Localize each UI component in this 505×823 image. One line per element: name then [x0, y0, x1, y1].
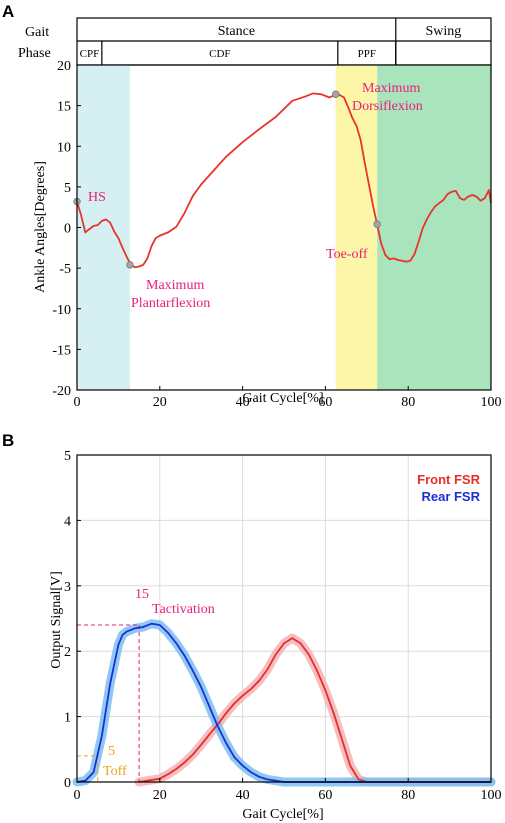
x-tick-label-a-4: 80	[401, 395, 415, 410]
x-tick-label-b-1: 20	[153, 788, 167, 803]
axes-b: 0 20 40 60 80 100 5 4 3 2 1 0	[64, 449, 502, 803]
panel-a-label: A	[2, 2, 14, 21]
gait-phase-header: Stance Swing CPF CDF PPF	[76, 17, 492, 66]
y-tick-label-a-7: -15	[52, 343, 71, 358]
x-tick-label-a-2: 40	[236, 395, 250, 410]
x-tick-label-a-0: 0	[74, 395, 81, 410]
legend-front-fsr: Front FSR	[417, 472, 480, 487]
x-axis-label-a: Gait Cycle[%]	[242, 391, 323, 406]
x-tick-label-b-2: 40	[236, 788, 250, 803]
y-axis-label-b: Output Signal[V]	[49, 571, 64, 669]
t-off-label: Toff	[103, 764, 127, 779]
threshold-guides	[77, 624, 140, 782]
y-tick-label-a-5: -5	[59, 262, 71, 277]
legend-rear-fsr: Rear FSR	[421, 489, 480, 504]
ankle-angle-series	[76, 92, 492, 269]
t-activation-value: 15	[135, 587, 149, 602]
header-top-cell-1: Swing	[425, 24, 461, 39]
axes-a: 0 20 40 60 80 100 20 15 10 5 0 -5 -10 -15 -20	[52, 59, 501, 410]
toe-off-annotation: Toe-off	[326, 247, 368, 262]
x-tick-label-a-1: 20	[153, 395, 167, 410]
gait-phase-label-line1: Gait	[25, 25, 49, 40]
t-off-value: 5	[108, 744, 115, 759]
x-tick-label-a-3: 60	[318, 395, 332, 410]
header-bottom-cell-0: CPF	[80, 48, 100, 60]
event-marker-2	[332, 90, 340, 98]
plot-frame-b	[76, 454, 492, 783]
max-dorsiflexion-line1: Maximum	[362, 81, 420, 96]
phase-shade-1	[335, 65, 378, 390]
ankle-angle-line-0	[76, 92, 492, 269]
y-tick-label-a-4: 0	[64, 222, 71, 237]
y-tick-label-a-6: -10	[52, 303, 71, 318]
y-tick-label-b-3: 2	[64, 645, 71, 660]
y-tick-label-a-0: 20	[57, 59, 71, 74]
max-plantarflexion-line1: Maximum	[146, 278, 204, 293]
y-tick-label-b-0: 5	[64, 449, 71, 464]
y-tick-label-b-2: 3	[64, 580, 71, 595]
phase-shading	[77, 65, 491, 390]
phase-shade-0	[77, 65, 130, 390]
x-tick-label-b-3: 60	[318, 788, 332, 803]
panel-b-label: B	[2, 431, 14, 450]
y-tick-label-a-8: -20	[52, 384, 71, 399]
y-tick-label-a-3: 5	[64, 181, 71, 196]
y-axis-label-a: Ankle Angles[Degrees]	[33, 161, 48, 293]
y-tick-label-b-5: 0	[64, 776, 71, 791]
panel-a: A Gait Phase Stance Swing CPF CDF PPF 0 20 40 6…	[2, 2, 502, 410]
max-dorsiflexion-line2: Dorsiflexion	[352, 99, 423, 114]
gait-phase-label-line2: Phase	[18, 46, 51, 61]
x-tick-label-b-0: 0	[74, 788, 81, 803]
event-marker-1	[126, 261, 134, 269]
event-marker-3	[373, 220, 381, 228]
phase-shade-2	[377, 65, 491, 390]
header-bottom-cell-2: PPF	[358, 48, 376, 60]
header-top-cell-0: Stance	[218, 24, 255, 39]
x-tick-label-b-4: 80	[401, 788, 415, 803]
max-plantarflexion-line2: Plantarflexion	[131, 296, 210, 311]
y-tick-label-a-2: 10	[57, 140, 71, 155]
x-tick-label-a-5: 100	[481, 395, 502, 410]
y-tick-label-b-4: 1	[64, 711, 71, 726]
hs-annotation: HS	[88, 190, 106, 205]
y-tick-label-a-1: 15	[57, 100, 71, 115]
x-tick-label-b-5: 100	[481, 788, 502, 803]
header-bottom-cell-1: CDF	[209, 48, 230, 60]
t-activation-label: Tactivation	[152, 602, 215, 617]
x-axis-label-b: Gait Cycle[%]	[242, 807, 323, 822]
y-tick-label-b-1: 4	[64, 514, 71, 529]
